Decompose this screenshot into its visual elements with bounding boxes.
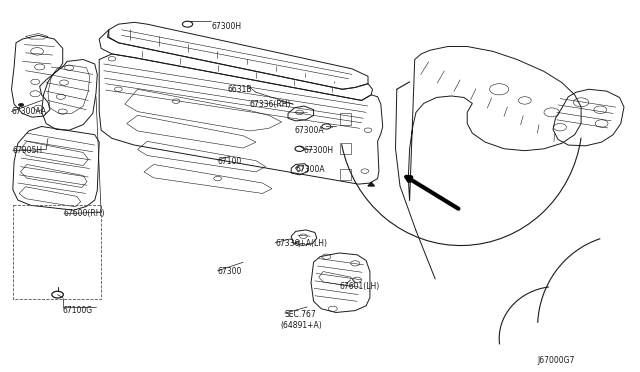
Text: 67336(RH): 67336(RH) bbox=[250, 100, 291, 109]
Text: 67336+A(LH): 67336+A(LH) bbox=[275, 239, 327, 248]
Text: 67100: 67100 bbox=[218, 157, 242, 166]
Text: 67300H: 67300H bbox=[211, 22, 241, 31]
Text: 67601(LH): 67601(LH) bbox=[339, 282, 380, 291]
Circle shape bbox=[19, 103, 24, 106]
Text: 67300A: 67300A bbox=[296, 165, 325, 174]
Text: 67300: 67300 bbox=[218, 267, 242, 276]
Text: (64891+A): (64891+A) bbox=[280, 321, 322, 330]
Text: 67300AA: 67300AA bbox=[12, 107, 47, 116]
Text: 67300A: 67300A bbox=[294, 126, 324, 135]
Text: SEC.767: SEC.767 bbox=[285, 310, 317, 319]
Text: 67905H: 67905H bbox=[13, 146, 43, 155]
Text: J67000G7: J67000G7 bbox=[538, 356, 575, 365]
Text: 6631B: 6631B bbox=[227, 85, 252, 94]
Polygon shape bbox=[368, 182, 374, 186]
Text: 67600(RH): 67600(RH) bbox=[64, 209, 106, 218]
Text: 67100G: 67100G bbox=[63, 306, 93, 315]
Text: 67300H: 67300H bbox=[304, 146, 334, 155]
